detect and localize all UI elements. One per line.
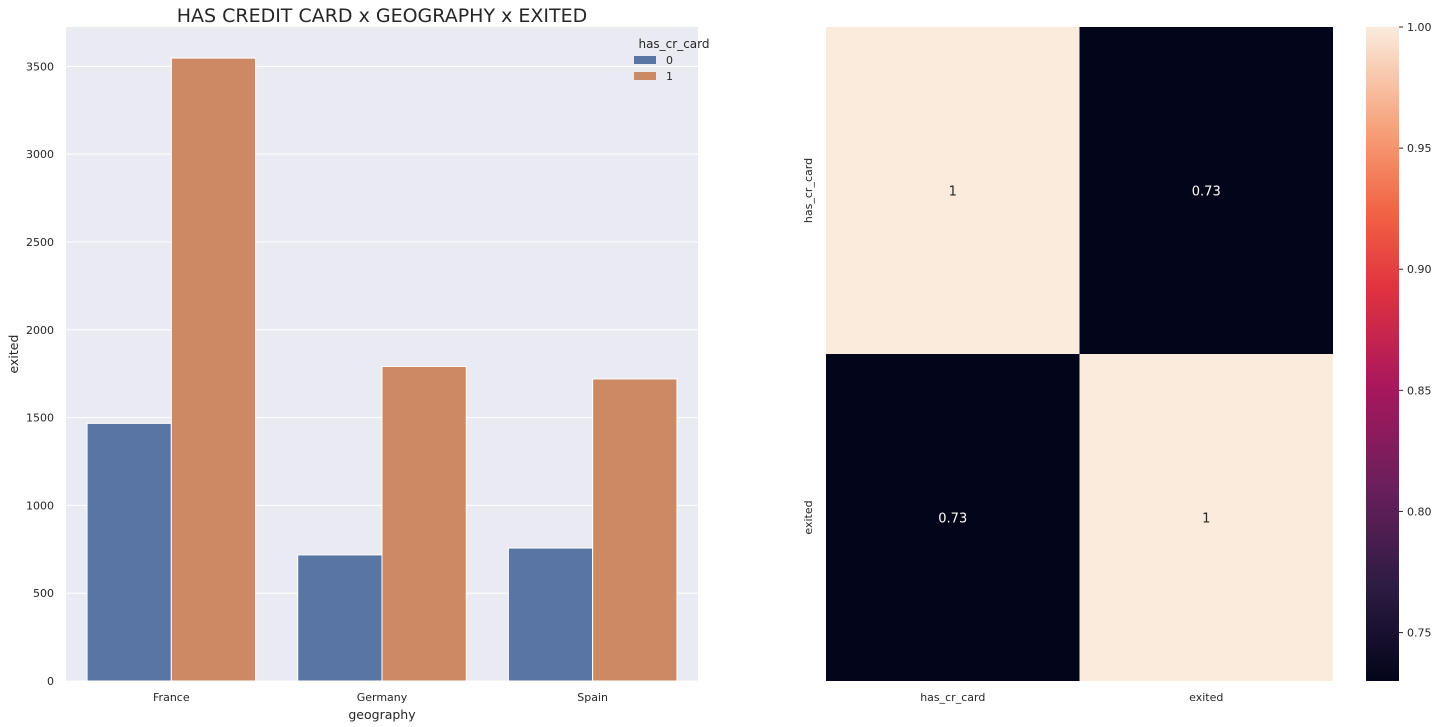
bar-chart-title: HAS CREDIT CARD x GEOGRAPHY x EXITED bbox=[177, 5, 588, 27]
x-tick-label: Germany bbox=[357, 691, 408, 704]
y-tick-label: 2500 bbox=[26, 236, 54, 249]
heatmap-x-tick-labels: has_cr_card exited bbox=[920, 691, 1223, 704]
heatmap-cells bbox=[826, 27, 1333, 681]
bar-chart-y-ticks: 0 500 1000 1500 2000 2500 3000 3500 bbox=[26, 60, 54, 688]
y-tick-label: 3500 bbox=[26, 60, 54, 73]
x-tick-label: France bbox=[153, 691, 190, 704]
bar-chart-legend: has_cr_card 0 1 bbox=[634, 37, 710, 83]
y-tick-label: 3000 bbox=[26, 148, 54, 161]
bar-chart-bars bbox=[86, 57, 678, 682]
heatmap-y-tick-label: has_cr_card bbox=[802, 158, 815, 223]
bar-france-0 bbox=[86, 422, 172, 682]
heatmap-annotation: 0.73 bbox=[938, 512, 967, 527]
colorbar-tick-label: 0.85 bbox=[1407, 384, 1432, 397]
heatmap-x-tick-label: has_cr_card bbox=[920, 691, 985, 704]
y-tick-label: 2000 bbox=[26, 324, 54, 337]
y-tick-label: 500 bbox=[33, 587, 54, 600]
heatmap-y-tick-label: exited bbox=[802, 500, 815, 534]
heatmap-x-tick-label: exited bbox=[1189, 691, 1223, 704]
legend-swatch-0 bbox=[634, 56, 656, 64]
legend-label-0: 0 bbox=[666, 54, 673, 67]
bar-germany-1 bbox=[381, 365, 467, 682]
colorbar-tick-label: 0.80 bbox=[1407, 505, 1432, 518]
heatmap-cell bbox=[1079, 354, 1333, 681]
bar-chart-y-axis-label: exited bbox=[6, 335, 21, 374]
y-tick-label: 1500 bbox=[26, 412, 54, 425]
legend-label-1: 1 bbox=[666, 70, 673, 83]
y-tick-label: 1000 bbox=[26, 499, 54, 512]
bar-chart: 0 500 1000 1500 2000 2500 3000 3500 France Germa… bbox=[6, 5, 710, 722]
bar-chart-x-ticks: France Germany Spain bbox=[153, 691, 608, 704]
colorbar-ticks: 0.75 0.80 0.85 0.90 0.95 1.00 bbox=[1399, 21, 1432, 640]
heatmap-annotation: 0.73 bbox=[1192, 185, 1221, 200]
heatmap-cell bbox=[1079, 27, 1333, 354]
legend-swatch-1 bbox=[634, 72, 656, 80]
x-tick-label: Spain bbox=[577, 691, 608, 704]
heatmap-annotation: 1 bbox=[1202, 512, 1210, 527]
bar-spain-1 bbox=[592, 378, 678, 682]
bar-spain-0 bbox=[507, 547, 594, 682]
heatmap-cell bbox=[826, 354, 1080, 681]
y-tick-label: 0 bbox=[47, 675, 54, 688]
legend-title: has_cr_card bbox=[638, 37, 709, 51]
bar-france-1 bbox=[170, 57, 257, 682]
colorbar bbox=[1366, 27, 1399, 681]
bar-chart-x-axis-label: geography bbox=[348, 707, 416, 722]
colorbar-tick-label: 0.90 bbox=[1407, 263, 1432, 276]
heatmap-annotations: 1 0.73 0.73 1 bbox=[938, 185, 1220, 527]
bar-germany-0 bbox=[297, 554, 383, 682]
colorbar-tick-label: 0.75 bbox=[1407, 627, 1432, 640]
heatmap-cell bbox=[826, 27, 1080, 354]
heatmap: 1 0.730.73 1 has_cr_card exited has_cr_card… bbox=[802, 21, 1432, 704]
heatmap-annotation: 1 bbox=[949, 185, 957, 200]
colorbar-tick-label: 1.00 bbox=[1407, 21, 1432, 34]
colorbar-tick-label: 0.95 bbox=[1407, 142, 1432, 155]
